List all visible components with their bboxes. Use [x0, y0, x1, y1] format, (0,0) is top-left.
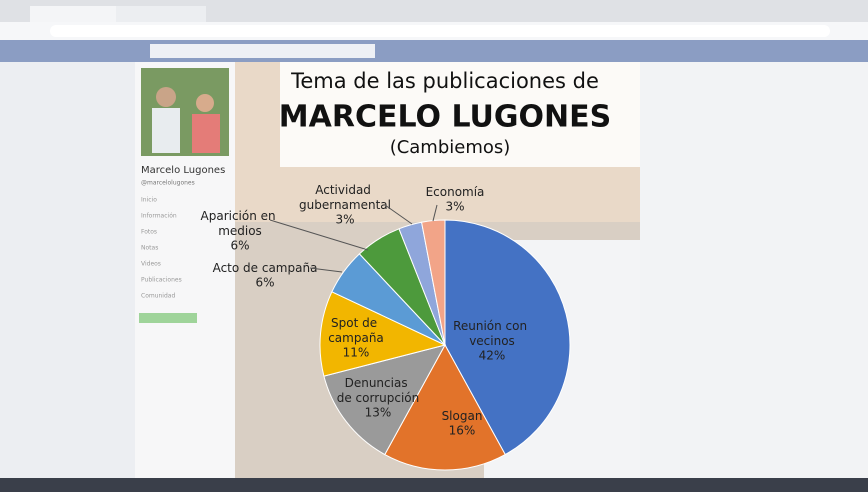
pie-slice: [323, 344, 446, 456]
leader-line: [269, 219, 369, 251]
sidebar: [640, 62, 868, 478]
tab[interactable]: [30, 6, 120, 22]
photo-person: [152, 108, 180, 153]
menu-item[interactable]: Publicaciones: [141, 277, 182, 284]
photo-person: [196, 94, 214, 112]
create-page-button[interactable]: [139, 313, 197, 323]
slice-label: Denuncias de corrupción: [337, 376, 420, 405]
value-label: 6%: [255, 276, 274, 290]
value-label: 13%: [365, 406, 392, 420]
slice-label: Economía: [426, 185, 485, 199]
search-field[interactable]: [150, 44, 375, 58]
title-box: [280, 62, 640, 167]
profile-name: Marcelo Lugones: [141, 165, 225, 176]
menu-item[interactable]: Videos: [141, 261, 161, 268]
slice-label: Actividad gubernamental: [299, 183, 391, 212]
menu-item[interactable]: Información: [141, 213, 177, 220]
pie-slice: [384, 343, 506, 471]
menu-item[interactable]: Notas: [141, 245, 158, 252]
slice-label: Slogan: [442, 409, 483, 423]
slice-label: Spot de campaña: [328, 316, 384, 345]
facebook-bar: [0, 40, 868, 62]
tab[interactable]: [116, 6, 206, 22]
menu-item[interactable]: Comunidad: [141, 293, 175, 300]
url-field[interactable]: [50, 25, 830, 37]
value-label: 3%: [445, 200, 464, 214]
value-label: 3%: [335, 213, 354, 227]
slice-label: Acto de campaña: [213, 261, 318, 275]
menu-item[interactable]: Fotos: [141, 229, 157, 236]
leader-line: [432, 204, 438, 222]
chart-note: (Cambiemos): [390, 137, 511, 158]
tab-bar: [0, 0, 868, 22]
slice-label: Aparición en medios: [201, 209, 280, 238]
pie-slice: [444, 219, 571, 456]
photo-person: [192, 114, 220, 153]
value-label: 16%: [449, 424, 476, 438]
photo-person: [156, 87, 176, 107]
chart-title: Tema de las publicaciones de: [290, 69, 599, 93]
leader-line: [309, 267, 343, 273]
value-label: 6%: [230, 239, 249, 253]
value-label: 42%: [479, 349, 506, 363]
profile-handle: @marcelolugones: [141, 180, 195, 187]
pie-slice: [319, 291, 447, 377]
slice-label: Reunión con vecinos: [453, 319, 531, 348]
taskbar: [0, 478, 868, 492]
leader-line: [384, 204, 413, 225]
menu-item[interactable]: Inicio: [141, 197, 157, 204]
chart-subtitle: MARCELO LUGONES: [279, 100, 611, 135]
value-label: 11%: [343, 346, 370, 360]
